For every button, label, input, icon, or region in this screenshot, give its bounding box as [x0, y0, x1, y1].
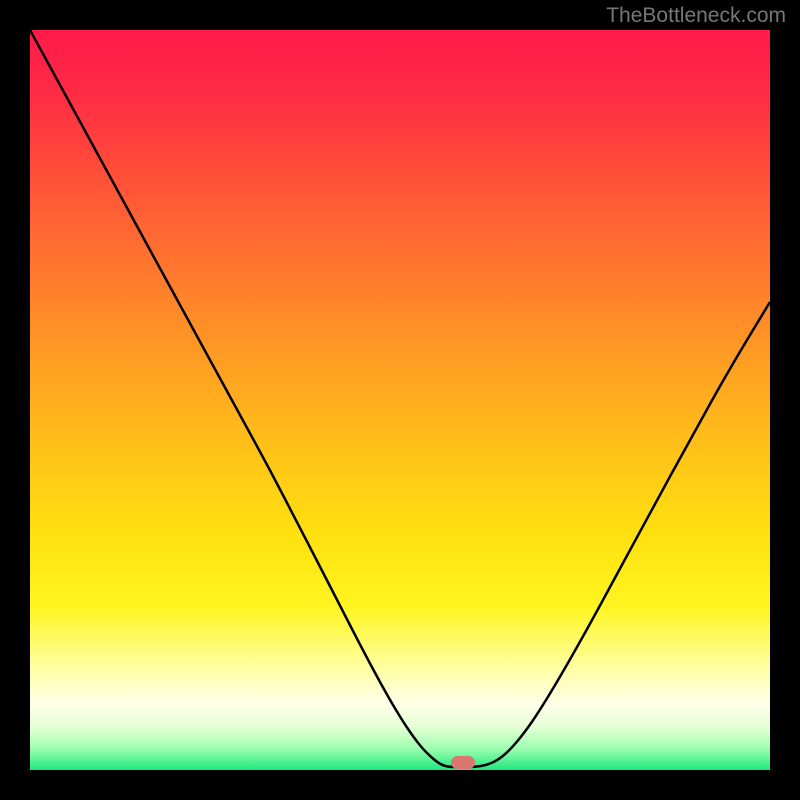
optimal-point-marker — [451, 756, 475, 769]
bottleneck-curve — [30, 30, 770, 770]
watermark-text: TheBottleneck.com — [606, 4, 786, 28]
chart-plot-area — [30, 30, 770, 770]
